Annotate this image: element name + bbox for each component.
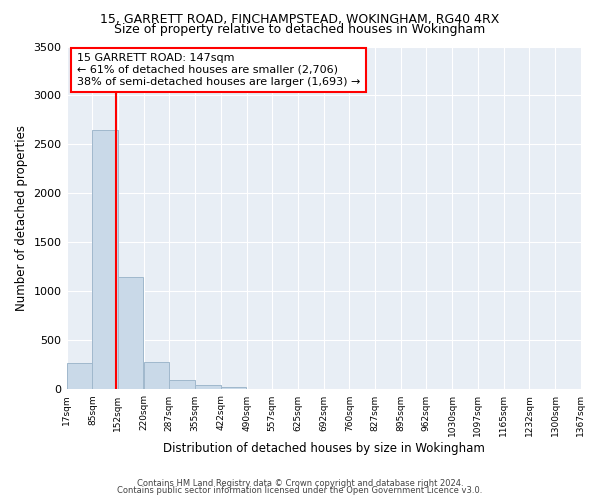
Text: Contains HM Land Registry data © Crown copyright and database right 2024.: Contains HM Land Registry data © Crown c… xyxy=(137,478,463,488)
Bar xyxy=(195,385,221,390)
Bar xyxy=(92,130,118,390)
X-axis label: Distribution of detached houses by size in Wokingham: Distribution of detached houses by size … xyxy=(163,442,484,455)
Text: 15, GARRETT ROAD, FINCHAMPSTEAD, WOKINGHAM, RG40 4RX: 15, GARRETT ROAD, FINCHAMPSTEAD, WOKINGH… xyxy=(100,12,500,26)
Bar xyxy=(118,277,143,390)
Bar xyxy=(144,362,169,390)
Text: Contains public sector information licensed under the Open Government Licence v3: Contains public sector information licen… xyxy=(118,486,482,495)
Bar xyxy=(169,380,195,390)
Y-axis label: Number of detached properties: Number of detached properties xyxy=(15,125,28,311)
Text: 15 GARRETT ROAD: 147sqm
← 61% of detached houses are smaller (2,706)
38% of semi: 15 GARRETT ROAD: 147sqm ← 61% of detache… xyxy=(77,54,360,86)
Bar xyxy=(67,363,92,390)
Text: Size of property relative to detached houses in Wokingham: Size of property relative to detached ho… xyxy=(115,22,485,36)
Bar xyxy=(221,388,246,390)
